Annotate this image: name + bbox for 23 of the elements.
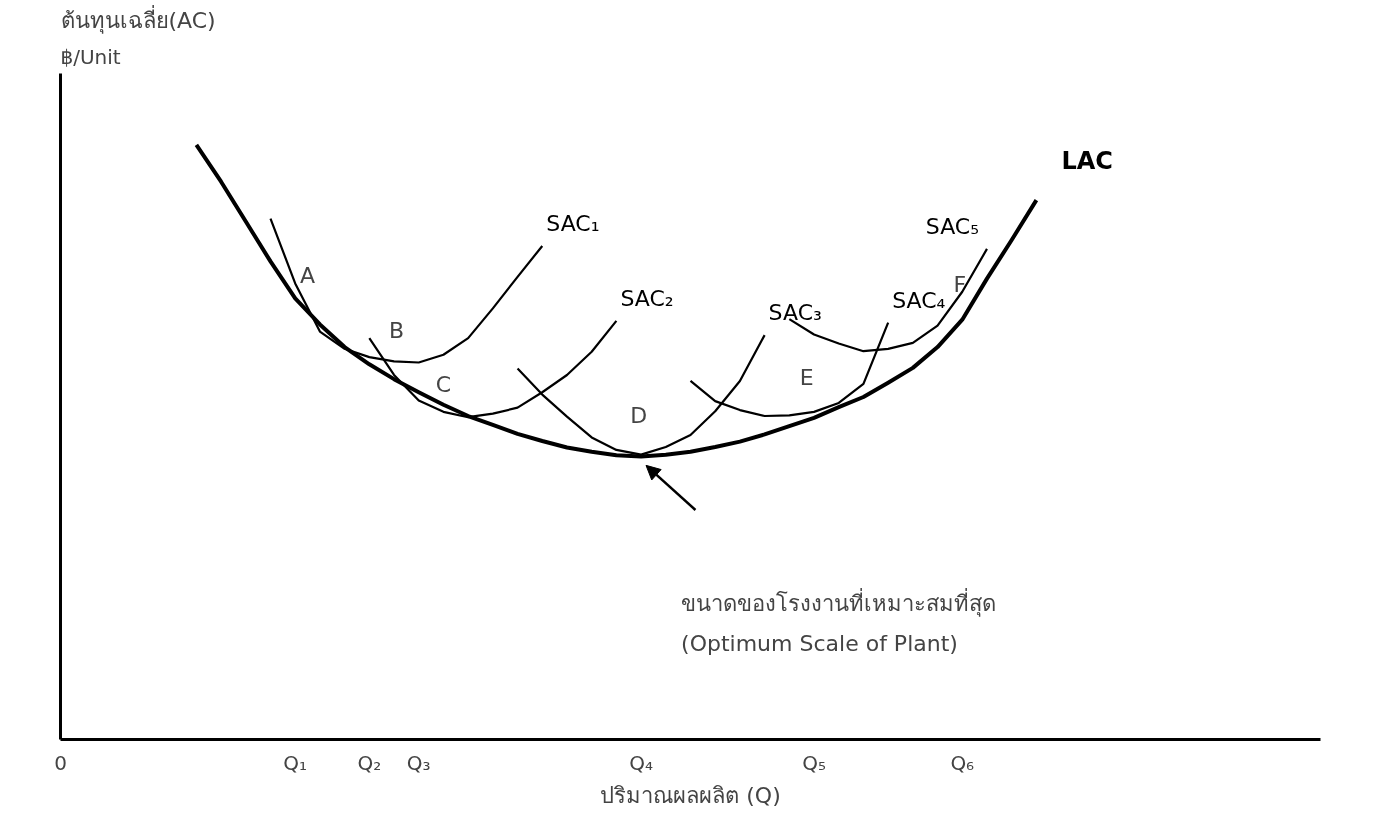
x-tick-label: Q₆ — [950, 750, 975, 775]
annotation: ขนาดของโรงงานที่เหมาะสมที่สุด (Optimum Scale of Plant) — [681, 588, 997, 657]
annotation: E — [799, 364, 814, 390]
chart-title: ต้นทุนเฉลี่ย(AC) — [60, 4, 216, 34]
x-tick-label: Q₁ — [283, 750, 308, 775]
annotation: A — [300, 263, 316, 289]
annotation: B — [388, 317, 405, 343]
series-label: SAC₅ — [925, 213, 979, 239]
series-label: LAC — [1061, 147, 1113, 176]
x-tick-label: Q₃ — [406, 750, 431, 775]
annotation: F — [953, 272, 967, 298]
text: 0 — [54, 750, 67, 775]
y-axis-title: ฿/Unit — [60, 44, 121, 69]
series-label: SAC₁ — [546, 210, 600, 236]
annotation: D — [630, 402, 648, 428]
annotation: C — [435, 372, 452, 397]
x-axis-title: ปริมาณผลผลิต (Q) — [600, 782, 781, 808]
series-label: SAC₂ — [620, 285, 674, 311]
series-label: SAC₃ — [768, 300, 822, 326]
x-tick-label: Q₂ — [357, 750, 382, 775]
series-label: SAC₄ — [892, 287, 946, 313]
x-tick-label: Q₅ — [802, 750, 826, 775]
x-tick-label: Q₄ — [629, 750, 653, 775]
